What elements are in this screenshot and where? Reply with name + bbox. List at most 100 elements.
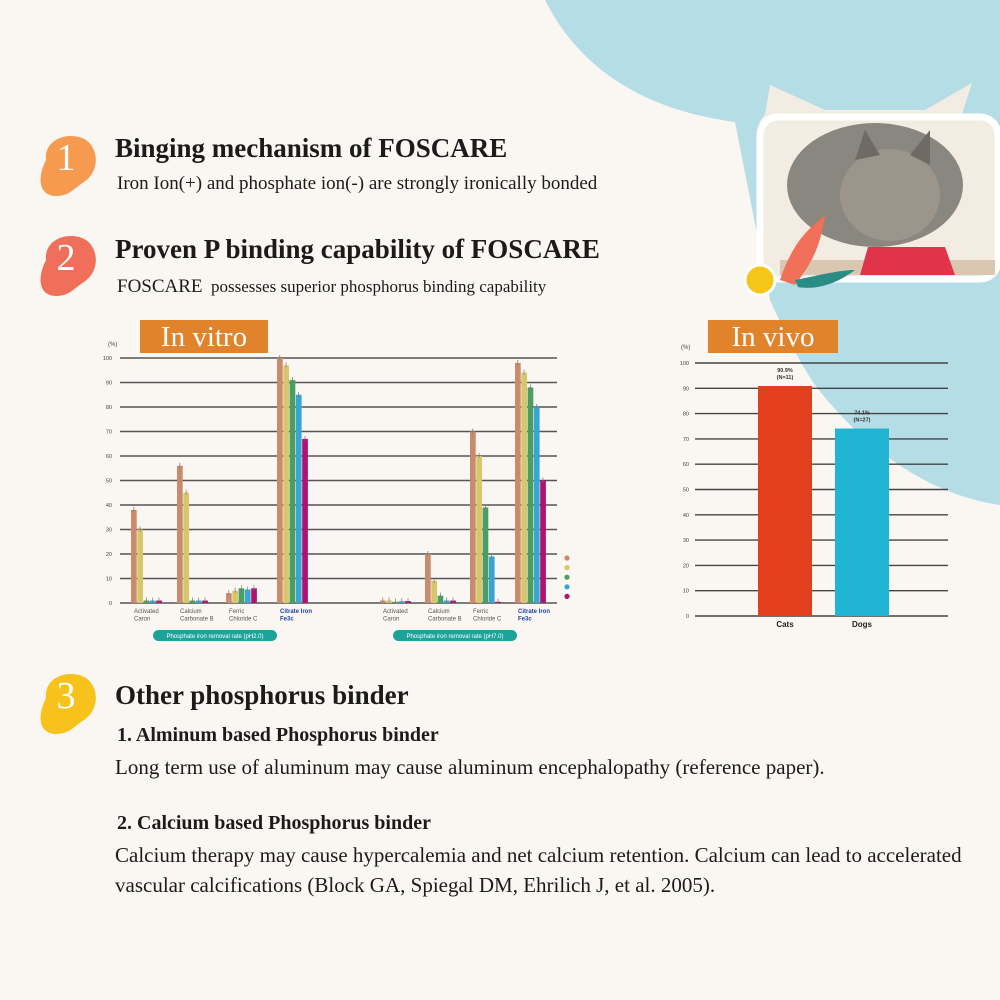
legend-dot	[564, 584, 570, 590]
bar	[238, 588, 245, 603]
bar	[482, 507, 489, 603]
section-2-subtitle: FOSCARE possesses superior phosphorus bi…	[117, 276, 546, 298]
bar	[131, 509, 137, 603]
bar	[183, 492, 189, 603]
category-label: Cats	[776, 620, 794, 629]
legend-dot	[564, 565, 570, 571]
category-label: Ferric	[229, 609, 244, 615]
bar	[470, 431, 476, 603]
bar	[488, 556, 495, 603]
bar	[431, 580, 437, 603]
panel-caption: Phosphate iron removal rate (pH7.0)	[406, 634, 503, 640]
cat-photo	[743, 83, 1000, 297]
bar	[476, 456, 482, 603]
category-label: Carbonate B	[180, 617, 214, 623]
bar	[277, 358, 283, 603]
value-label: 90.9%	[777, 368, 793, 374]
y-tick-label: 100	[103, 356, 112, 362]
category-label: Caron	[383, 617, 399, 623]
y-tick-label: 30	[106, 528, 112, 534]
bar-cats	[758, 386, 812, 616]
category-label: Caron	[134, 617, 150, 623]
bar	[283, 365, 289, 603]
section-2-title: Proven P binding capability of FOSCARE	[115, 234, 600, 264]
y-tick-label: 50	[106, 479, 112, 485]
bar	[527, 387, 534, 603]
bar	[540, 480, 546, 603]
y-tick-label: 40	[683, 513, 689, 519]
category-label: Calcium	[180, 609, 202, 615]
section-3-title: Other phosphorus binder	[115, 680, 409, 710]
category-label: Dogs	[852, 620, 873, 629]
y-tick-label: 60	[683, 462, 689, 468]
category-label: Fe3c	[280, 617, 294, 623]
in-vitro-label: In vitro	[140, 320, 268, 353]
y-tick-label: 80	[683, 412, 689, 418]
badge-number-1: 1	[56, 137, 76, 179]
category-label: Chloride C	[473, 617, 502, 623]
category-label: Activated	[383, 609, 408, 615]
badge-number-3: 3	[56, 675, 76, 717]
feather-icon	[780, 215, 825, 285]
category-label: Activated	[134, 609, 159, 615]
number-badge-1	[40, 136, 96, 196]
y-tick-label: 10	[683, 589, 689, 595]
badge-number-2: 2	[56, 237, 76, 279]
caption-pill	[393, 630, 517, 641]
bar	[425, 554, 431, 603]
y-tick-label: 70	[106, 430, 112, 436]
binder-2-heading: 2. Calcium based Phosphorus binder	[117, 812, 431, 834]
bar	[232, 590, 238, 603]
y-axis-label: (%)	[108, 342, 117, 348]
category-label: Citrate Iron	[280, 609, 312, 615]
y-axis-label: (%)	[681, 345, 690, 351]
y-tick-label: 40	[106, 503, 112, 509]
in-vitro-chart: (%) 0 10 20 30 40 50 60 70 80 90 100 Activated Caron C…	[103, 342, 570, 641]
panel-caption: Phosphate iron removal rate (pH2.0)	[166, 634, 263, 640]
value-label: (N=27)	[854, 418, 871, 424]
legend-dot	[564, 555, 570, 561]
binder-1-text: Long term use of aluminum may cause alum…	[115, 755, 825, 779]
number-badge-2	[40, 236, 96, 296]
category-label: Citrate Iron	[518, 609, 550, 615]
number-badge-3	[40, 674, 96, 734]
y-tick-label: 0	[686, 614, 689, 620]
subtitle-text: possesses superior phosphorus binding ca…	[211, 277, 547, 296]
bar	[437, 595, 444, 603]
category-label: Carbonate B	[428, 617, 462, 623]
legend-dot	[564, 593, 570, 599]
y-tick-label: 100	[680, 361, 689, 367]
category-label: Calcium	[428, 609, 450, 615]
binder-2-text: Calcium therapy may cause hypercalemia a…	[115, 843, 962, 897]
y-tick-label: 10	[106, 577, 112, 583]
y-tick-label: 0	[109, 601, 112, 607]
caption-pill	[153, 630, 277, 641]
y-tick-label: 80	[106, 405, 112, 411]
bar	[244, 589, 251, 603]
bar	[515, 362, 521, 603]
bar	[137, 529, 143, 603]
bar	[289, 380, 296, 603]
bar	[226, 593, 232, 603]
y-tick-label: 70	[683, 437, 689, 443]
legend-dot	[564, 574, 570, 580]
bar	[533, 407, 540, 603]
bar	[295, 394, 302, 603]
bar	[177, 465, 183, 603]
y-tick-label: 30	[683, 538, 689, 544]
in-vivo-chart: (%) 0 10 20 30 40 50 60 70 80 90 100 90.9%(N=11) Cats…	[680, 345, 948, 629]
binder-1-heading: 1. Alminum based Phosphorus binder	[117, 724, 439, 746]
section-1-subtitle: Iron Ion(+) and phosphate ion(-) are str…	[117, 173, 598, 194]
y-tick-label: 20	[683, 563, 689, 569]
in-vivo-label: In vivo	[708, 320, 838, 353]
bar	[302, 438, 308, 603]
y-tick-label: 60	[106, 454, 112, 460]
value-label: 74.1%	[854, 411, 870, 417]
category-label: Chloride C	[229, 617, 258, 623]
y-tick-label: 20	[106, 552, 112, 558]
category-label: Fe3c	[518, 617, 532, 623]
section-1-title: Binging mechanism of FOSCARE	[115, 133, 508, 163]
bar-dogs	[835, 428, 889, 616]
category-label: Ferric	[473, 609, 488, 615]
value-label: (N=11)	[777, 375, 794, 381]
